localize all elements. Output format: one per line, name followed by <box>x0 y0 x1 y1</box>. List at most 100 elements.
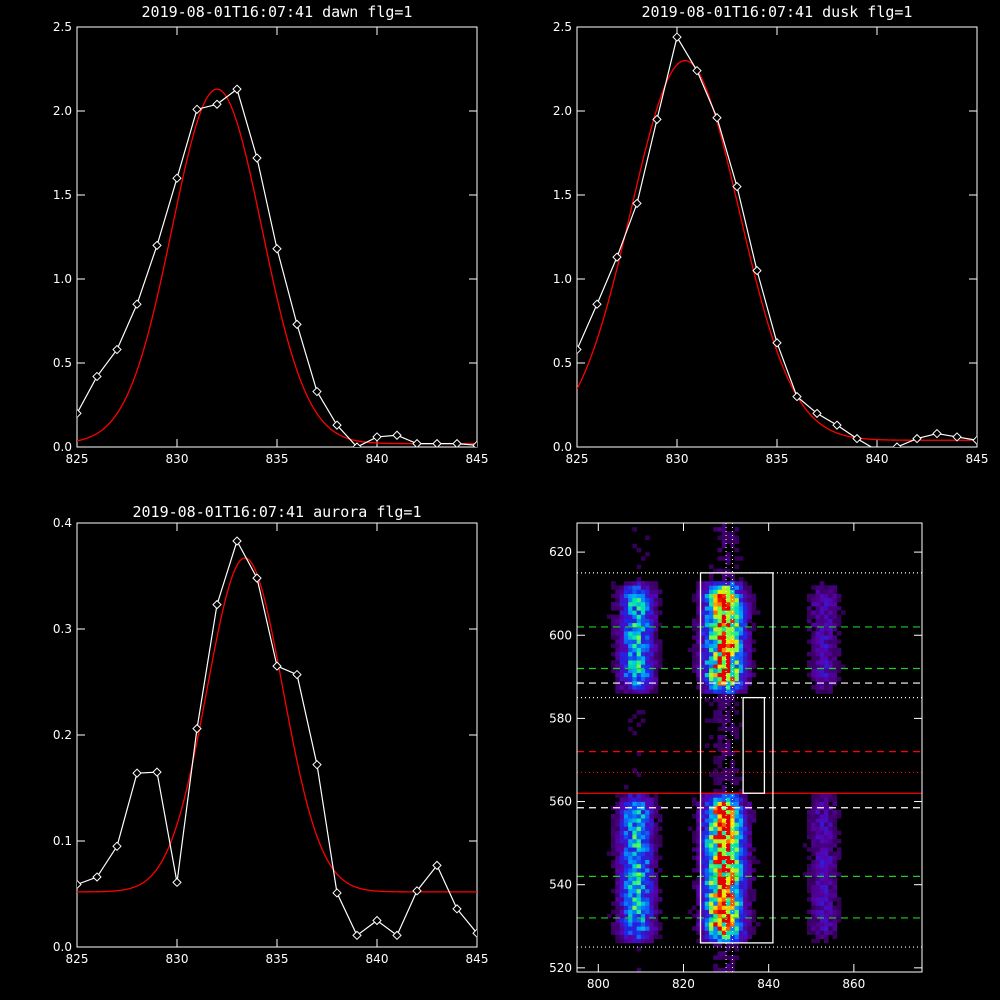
heatmap-cell <box>726 826 731 831</box>
heatmap-cell <box>824 876 829 881</box>
heatmap-cell <box>645 643 650 649</box>
heatmap-cell <box>692 913 697 919</box>
heatmap-cell <box>738 672 744 678</box>
heatmap-cell <box>807 610 812 615</box>
heatmap-cell <box>700 639 706 644</box>
heatmap-cell <box>734 535 740 540</box>
heatmap-cell <box>828 843 833 848</box>
heatmap-cell <box>730 809 735 815</box>
heatmap-cell <box>721 718 727 723</box>
heatmap-cell <box>747 863 752 869</box>
heatmap-cell <box>649 660 654 665</box>
heatmap-cell <box>815 893 821 898</box>
heatmap-cell <box>819 606 825 611</box>
heatmap-cell <box>692 618 697 624</box>
heatmap-cell <box>704 901 710 906</box>
heatmap-cell <box>828 676 833 682</box>
heatmap-cell <box>696 635 701 640</box>
heatmap-cell <box>717 909 723 915</box>
heatmap-cell <box>704 859 710 865</box>
heatmap-cell <box>751 809 757 815</box>
heatmap-cell <box>640 556 646 561</box>
heatmap-cell <box>657 868 663 873</box>
heatmap-cell <box>657 897 663 902</box>
heatmap-cell <box>811 809 816 815</box>
heatmap-cell <box>811 897 816 902</box>
heatmap-cell <box>815 610 821 615</box>
heatmap-cell <box>615 597 620 603</box>
heatmap-cell <box>700 893 706 898</box>
heatmap-cell <box>623 893 629 898</box>
heatmap-cell <box>636 909 642 915</box>
x-tick-label: 835 <box>766 452 789 466</box>
heatmap-cell <box>636 589 642 594</box>
heatmap-cell <box>692 635 697 640</box>
heatmap-cell <box>755 610 761 615</box>
data-point-marker <box>352 442 362 447</box>
heatmap-cell <box>628 606 633 611</box>
heatmap-cell <box>713 818 718 823</box>
heatmap-cell <box>713 909 718 915</box>
heatmap-cell <box>755 859 761 865</box>
heatmap-cell <box>726 689 731 694</box>
data-point-marker <box>252 153 262 163</box>
heatmap-cell <box>657 660 663 665</box>
heatmap-cell <box>819 930 825 935</box>
heatmap-cell <box>645 851 650 856</box>
heatmap-cell <box>811 797 816 802</box>
heatmap-cell <box>721 722 727 728</box>
heatmap-cell <box>623 838 629 844</box>
heatmap-cell <box>623 631 629 636</box>
heatmap-cell <box>836 905 842 910</box>
heatmap-cell <box>628 822 633 827</box>
heatmap-cell <box>623 822 629 827</box>
heatmap-cell <box>696 676 701 682</box>
heatmap-cell <box>628 643 633 649</box>
heatmap-cell <box>807 626 812 632</box>
heatmap-cell <box>653 851 659 856</box>
heatmap-cell <box>738 622 744 628</box>
heatmap-cell <box>717 926 723 931</box>
heatmap-cell <box>640 888 646 894</box>
heatmap-cell <box>619 913 625 919</box>
y-tick-label: 520 <box>549 961 572 975</box>
heatmap-cell <box>743 664 748 669</box>
heatmap-cell <box>713 568 718 574</box>
heatmap-cell <box>730 934 735 940</box>
heatmap-cell <box>700 685 706 690</box>
heatmap-cell <box>811 660 816 665</box>
heatmap-cell <box>743 851 748 856</box>
heatmap-cell <box>747 643 752 649</box>
heatmap-cell <box>824 847 829 852</box>
heatmap-cell <box>615 876 620 881</box>
heatmap-cell <box>619 930 625 935</box>
heatmap-cell <box>807 888 812 894</box>
heatmap-cell <box>828 668 833 673</box>
heatmap-cell <box>726 926 731 931</box>
dusk-title: 2019-08-01T16:07:41 dusk flg=1 <box>642 3 913 21</box>
heatmap-cell <box>696 822 701 827</box>
heatmap-cell <box>657 597 663 603</box>
data-point-marker <box>232 536 242 546</box>
heatmap-cell <box>713 855 718 861</box>
heatmap-cell <box>640 809 646 815</box>
heatmap-cell <box>636 855 642 861</box>
heatmap-cell <box>611 863 616 869</box>
heatmap-cell <box>636 893 642 898</box>
heatmap-cell <box>645 801 650 807</box>
heatmap-cell <box>717 805 723 811</box>
heatmap-cell <box>743 897 748 902</box>
heatmap-cell <box>713 955 718 960</box>
heatmap-cell <box>709 664 714 669</box>
heatmap-cell <box>692 643 697 649</box>
heatmap-cell <box>645 639 650 644</box>
heatmap-cell <box>819 601 825 607</box>
heatmap-cell <box>734 643 740 649</box>
heatmap-cell <box>619 664 625 669</box>
heatmap-cell <box>709 718 714 723</box>
heatmap-cell <box>713 622 718 628</box>
heatmap-cell <box>649 635 654 640</box>
heatmap-cell <box>653 884 659 890</box>
gaussian-fit-line <box>577 59 977 441</box>
heatmap-cell <box>645 689 650 694</box>
